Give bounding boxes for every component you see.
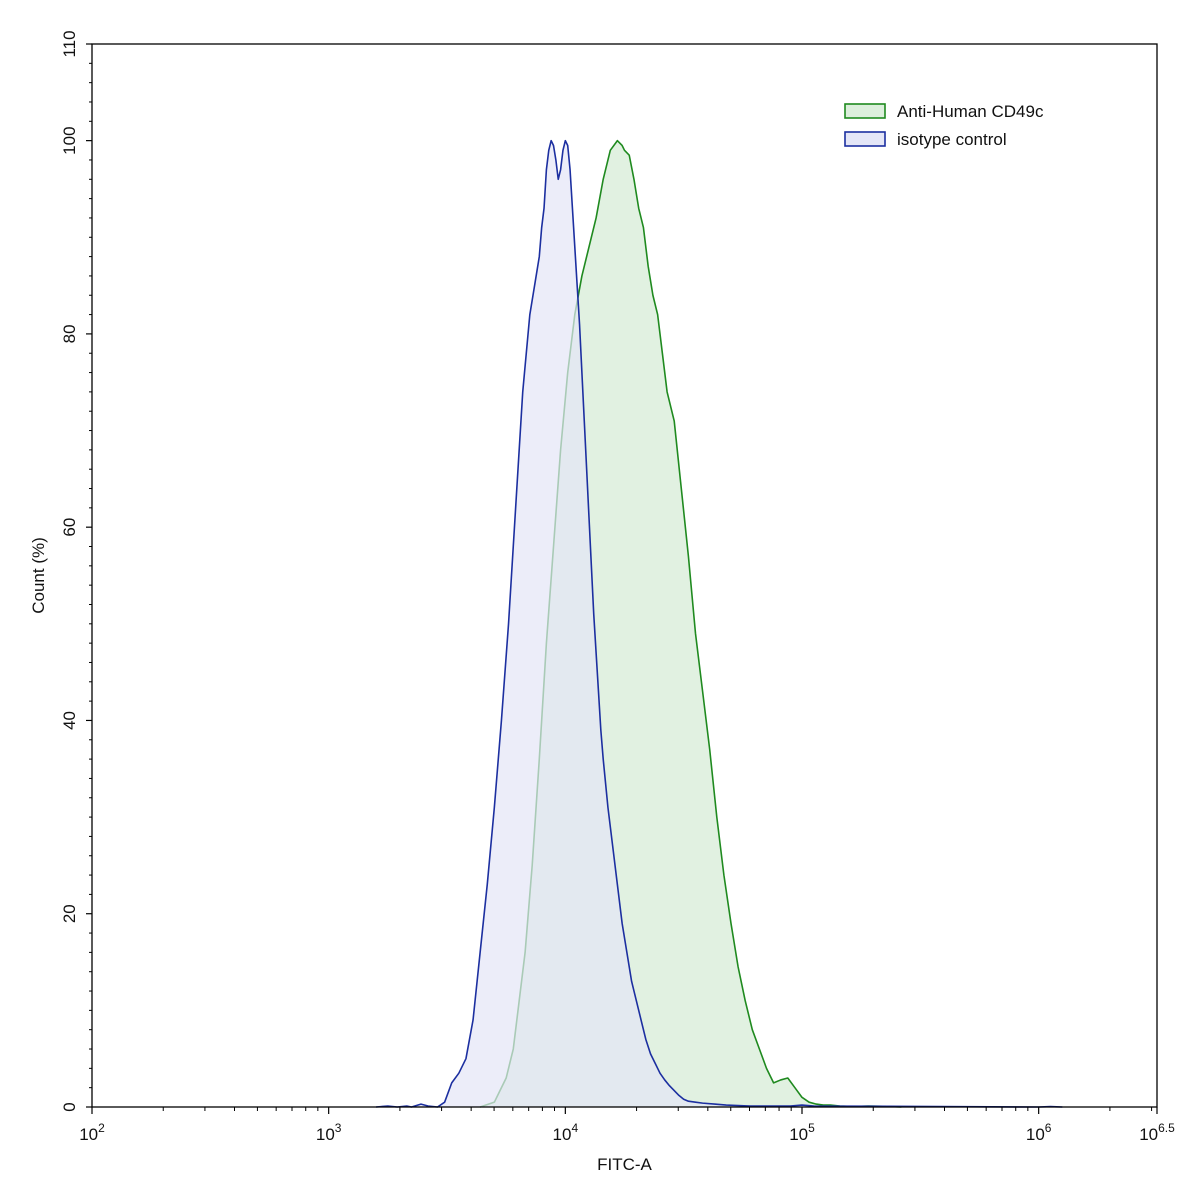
legend: Anti-Human CD49c isotype control — [844, 102, 1044, 149]
axes: 0 20 40 60 80 100 110 102 103 104 105 106 106.5 — [60, 30, 1175, 1144]
x-axis-title: FITC-A — [597, 1155, 652, 1174]
x-tick-label: 105 — [789, 1121, 815, 1144]
x-tick-label: 106 — [1026, 1121, 1052, 1144]
y-tick-label: 0 — [60, 1102, 79, 1111]
y-tick-label: 80 — [60, 324, 79, 343]
plot-frame — [91, 43, 1158, 1108]
series-isotype-control — [375, 139, 1063, 1108]
y-tick-label: 20 — [60, 904, 79, 923]
legend-item: isotype control — [844, 130, 1007, 149]
legend-swatch — [844, 131, 886, 147]
x-tick-label: 102 — [79, 1121, 105, 1144]
y-tick-label: 60 — [60, 518, 79, 537]
legend-item: Anti-Human CD49c — [844, 102, 1044, 121]
y-tick-label: 100 — [60, 126, 79, 154]
x-tick-label: 104 — [553, 1121, 579, 1144]
y-axis-title: Count (%) — [29, 537, 48, 614]
y-tick-label: 110 — [60, 30, 79, 57]
x-tick-label: 106.5 — [1139, 1121, 1175, 1144]
x-tick-label: 103 — [316, 1121, 342, 1144]
legend-swatch — [844, 103, 886, 119]
legend-label: isotype control — [897, 130, 1007, 149]
series-area — [376, 140, 1063, 1107]
plot-area — [375, 139, 1063, 1108]
legend-label: Anti-Human CD49c — [897, 102, 1044, 121]
y-tick-label: 40 — [60, 711, 79, 730]
